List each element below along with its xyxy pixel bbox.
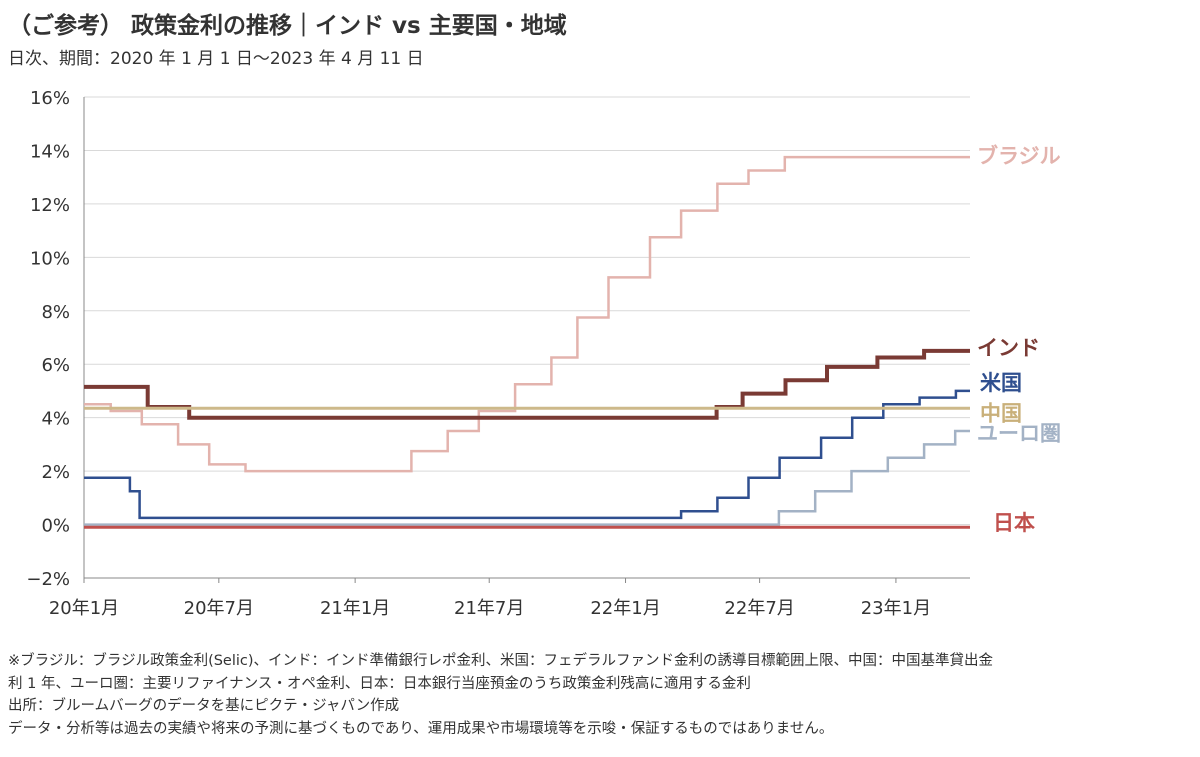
y-tick-label: −2% <box>26 569 70 590</box>
y-tick-label: 12% <box>30 195 70 216</box>
x-tick-label: 20年1月 <box>49 598 119 619</box>
footnote-source: 出所：ブルームバーグのデータを基にピクテ・ジャパン作成 <box>8 698 400 714</box>
series-label: 日本 <box>993 511 1035 535</box>
y-tick-label: 16% <box>30 88 70 109</box>
series-label: インド <box>977 336 1040 360</box>
chart-subtitle: 日次、期間：2020 年 1 月 1 日～2023 年 4 月 11 日 <box>8 49 424 69</box>
y-tick-label: 2% <box>41 462 70 483</box>
y-tick-label: 4% <box>41 409 70 430</box>
series-label: 米国 <box>980 371 1022 395</box>
series-line <box>84 155 970 473</box>
footnote-disclaimer: データ・分析等は過去の実績や将来の予測に基づくものであり、運用成果や市場環境等を… <box>8 720 834 737</box>
x-tick-label: 20年7月 <box>184 598 254 619</box>
footnotes: ※ブラジル：ブラジル政策金利(Selic)、インド：インド準備銀行レポ金利、米国… <box>8 650 1188 740</box>
series-label: 中国 <box>980 402 1022 426</box>
x-tick-label: 23年1月 <box>861 598 931 619</box>
footnote-definitions-2: 利 1 年、ユーロ圏：主要リファイナンス・オペ金利、日本：日本銀行当座預金のうち… <box>8 675 751 692</box>
y-tick-label: 0% <box>41 516 70 537</box>
x-tick-label: 21年1月 <box>320 598 390 619</box>
series-line <box>84 389 970 520</box>
y-tick-label: 6% <box>41 355 70 376</box>
series-label: ブラジル <box>977 144 1061 168</box>
x-tick-label: 22年7月 <box>724 598 794 619</box>
y-tick-label: 8% <box>41 302 70 323</box>
y-tick-label: 14% <box>30 141 70 162</box>
series-label: ユーロ圏 <box>977 422 1061 446</box>
y-tick-label: 10% <box>30 248 70 269</box>
policy-rate-chart: −2% 0% 2% 4% 6% 8% 10% 12% 14% 16% 20年1月 20年7月 21年1月… <box>26 88 1061 619</box>
x-tick-label: 21年7月 <box>454 598 524 619</box>
chart-title: （ご参考） 政策金利の推移｜インド vs 主要国・地域 <box>8 13 567 39</box>
x-tick-label: 22年1月 <box>590 598 660 619</box>
footnote-definitions-1: ※ブラジル：ブラジル政策金利(Selic)、インド：インド準備銀行レポ金利、米国… <box>8 653 994 669</box>
series-line <box>84 429 970 526</box>
